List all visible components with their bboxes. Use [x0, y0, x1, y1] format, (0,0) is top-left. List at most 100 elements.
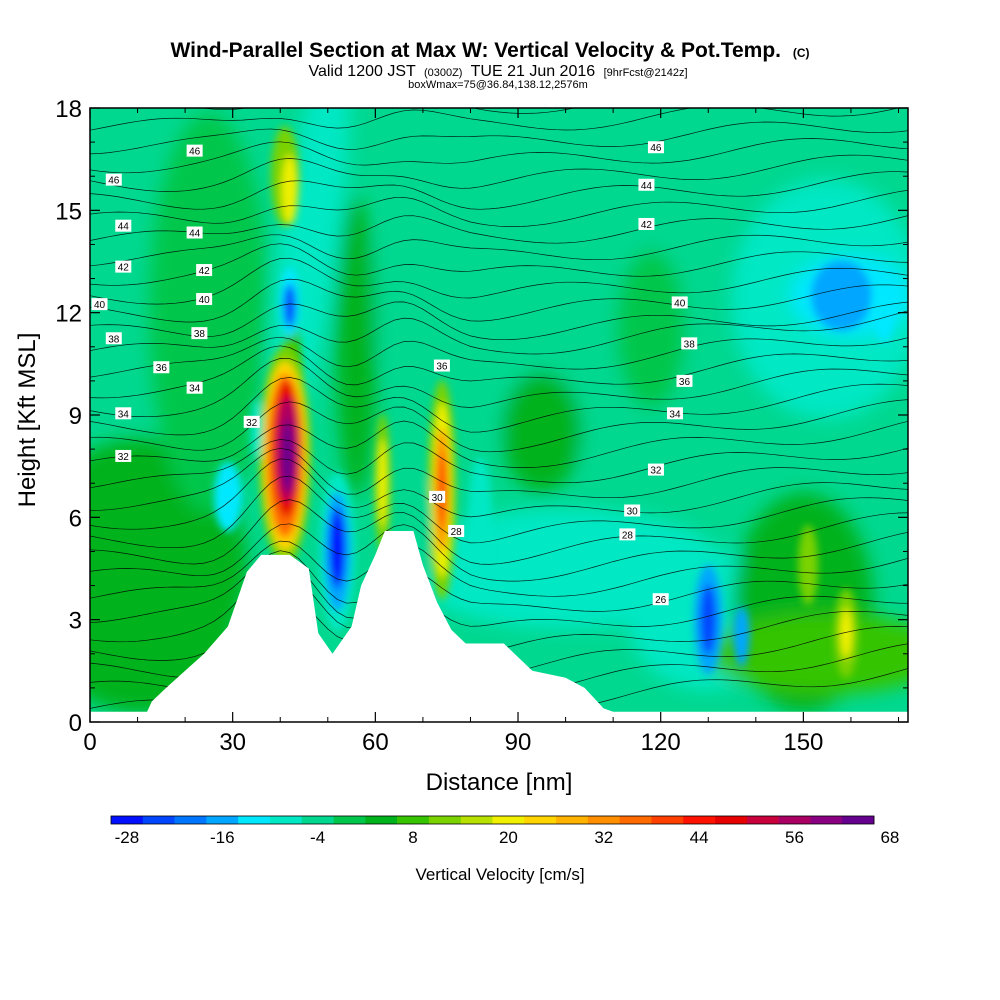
theta-label-text: 32: [118, 452, 130, 463]
colorbar-tick-label: 20: [499, 828, 518, 847]
field-updraft-right2-core: [840, 608, 853, 659]
theta-label-box: [638, 217, 655, 230]
theta-contour-line: [90, 310, 908, 355]
theta-contour-line: [90, 377, 908, 436]
theta-label-text: 44: [118, 222, 130, 233]
theta-label-text: 40: [199, 295, 211, 306]
theta-label: 38: [191, 327, 208, 340]
x-tick-label: 30: [219, 729, 246, 756]
theta-label: 42: [115, 260, 132, 274]
theta-label-text: 32: [650, 466, 662, 477]
theta-label-box: [186, 226, 203, 239]
x-tick-label: 60: [362, 729, 389, 756]
theta-label-box: [115, 219, 132, 232]
theta-contour-line: [90, 171, 908, 210]
theta-label-box: [115, 260, 132, 273]
field-downdraft-east-side: [467, 457, 492, 578]
theta-label-text: 34: [189, 384, 201, 395]
theta-label-box: [647, 141, 664, 154]
theta-label-box: [153, 361, 170, 374]
theta-label: 46: [105, 173, 122, 187]
theta-label: 32: [243, 415, 260, 429]
theta-contour-line: [90, 301, 908, 341]
theta-contour-line: [90, 550, 908, 624]
theta-contour-line: [90, 559, 908, 643]
theta-label-box: [91, 298, 108, 311]
theta-label: 40: [671, 296, 688, 309]
theta-label: 46: [186, 144, 203, 158]
theta-label: 40: [196, 293, 213, 306]
field-downdraft-right2: [733, 606, 750, 667]
theta-label-text: 46: [189, 147, 201, 158]
theta-label-text: 36: [156, 363, 168, 374]
theta-contour-line: [90, 278, 908, 323]
field-downdraft-upper-core: [283, 283, 296, 328]
theta-contour-line: [90, 358, 908, 418]
chart-subtitle: Valid 1200 JST (0300Z) TUE 21 Jun 2016 […: [308, 63, 687, 80]
field-blob-upper-mid-cyan: [529, 108, 650, 351]
theta-contour-line: [90, 189, 908, 227]
theta-label-box: [105, 173, 122, 186]
theta-label: 38: [105, 332, 122, 345]
colorbar-swatch: [301, 816, 334, 824]
theta-label: 34: [115, 407, 132, 420]
x-tick-label: 0: [83, 729, 96, 756]
colorbar-tick-label: -4: [310, 828, 325, 847]
x-tick-label: 120: [641, 729, 681, 756]
theta-contour-line: [90, 420, 908, 468]
theta-label-box: [196, 264, 213, 277]
theta-label-box: [186, 144, 203, 157]
field-downdraft-left2: [250, 398, 263, 459]
theta-label-text: 38: [684, 339, 696, 350]
colorbar-swatch: [397, 816, 430, 824]
colorbar-swatch: [142, 816, 175, 824]
theta-label: 44: [638, 178, 655, 192]
theta-label-box: [666, 407, 683, 420]
colorbar-swatch: [333, 816, 366, 824]
y-tick-label: 9: [69, 403, 82, 430]
theta-label-text: 36: [679, 377, 691, 388]
theta-label: 34: [186, 381, 203, 395]
theta-contour-line: [90, 523, 908, 582]
colorbar-label: Vertical Velocity [cm/s]: [415, 865, 584, 884]
colorbar-swatch: [365, 816, 398, 824]
chart-subtitle-box: boxWmax=75@36.84,138.12,2576m: [408, 79, 588, 91]
theta-label-box: [433, 359, 450, 372]
theta-label: 44: [115, 219, 132, 233]
theta-label-text: 30: [627, 507, 639, 518]
colorbar-tick-label: -28: [115, 828, 140, 847]
theta-label-box: [676, 374, 693, 387]
y-tick-label: 12: [55, 301, 82, 328]
theta-label-box: [196, 293, 213, 306]
theta-contour-line: [90, 215, 908, 244]
field-updraft-main-core: [281, 419, 294, 492]
colorbar-swatch: [238, 816, 271, 824]
colorbar: -28 -16 -4 8 20 32 44 56 68: [110, 815, 899, 847]
colorbar-swatch: [492, 816, 525, 824]
colorbar-swatch: [556, 816, 589, 824]
theta-label-text: 42: [118, 263, 130, 274]
theta-contour-line: [90, 336, 908, 378]
theta-label-text: 34: [118, 409, 130, 420]
theta-label-box: [191, 327, 208, 340]
chart-title: Wind-Parallel Section at Max W: Vertical…: [170, 39, 809, 62]
theta-label: 36: [153, 361, 170, 374]
theta-label: 28: [448, 524, 465, 538]
plot-area: 46 46 46 44 44 44 42 42 42 40 40 40 38 38 38 36 36 36 34 34…: [90, 108, 908, 722]
theta-label-box: [619, 528, 636, 541]
theta-label-text: 30: [432, 493, 444, 504]
field-updraft-east-core: [437, 452, 446, 529]
colorbar-tick-label: 8: [408, 828, 417, 847]
theta-label-text: 46: [108, 176, 120, 187]
theta-label: 40: [91, 298, 108, 311]
field-feature-blobs: [213, 126, 895, 679]
theta-label: 32: [647, 463, 664, 477]
theta-contour-line: [90, 499, 908, 565]
theta-label: 36: [433, 359, 450, 373]
colorbar-tick-label: -16: [210, 828, 235, 847]
theta-label-box: [647, 463, 664, 476]
theta-label-text: 38: [194, 329, 206, 340]
colorbar-tick-label: 32: [594, 828, 613, 847]
